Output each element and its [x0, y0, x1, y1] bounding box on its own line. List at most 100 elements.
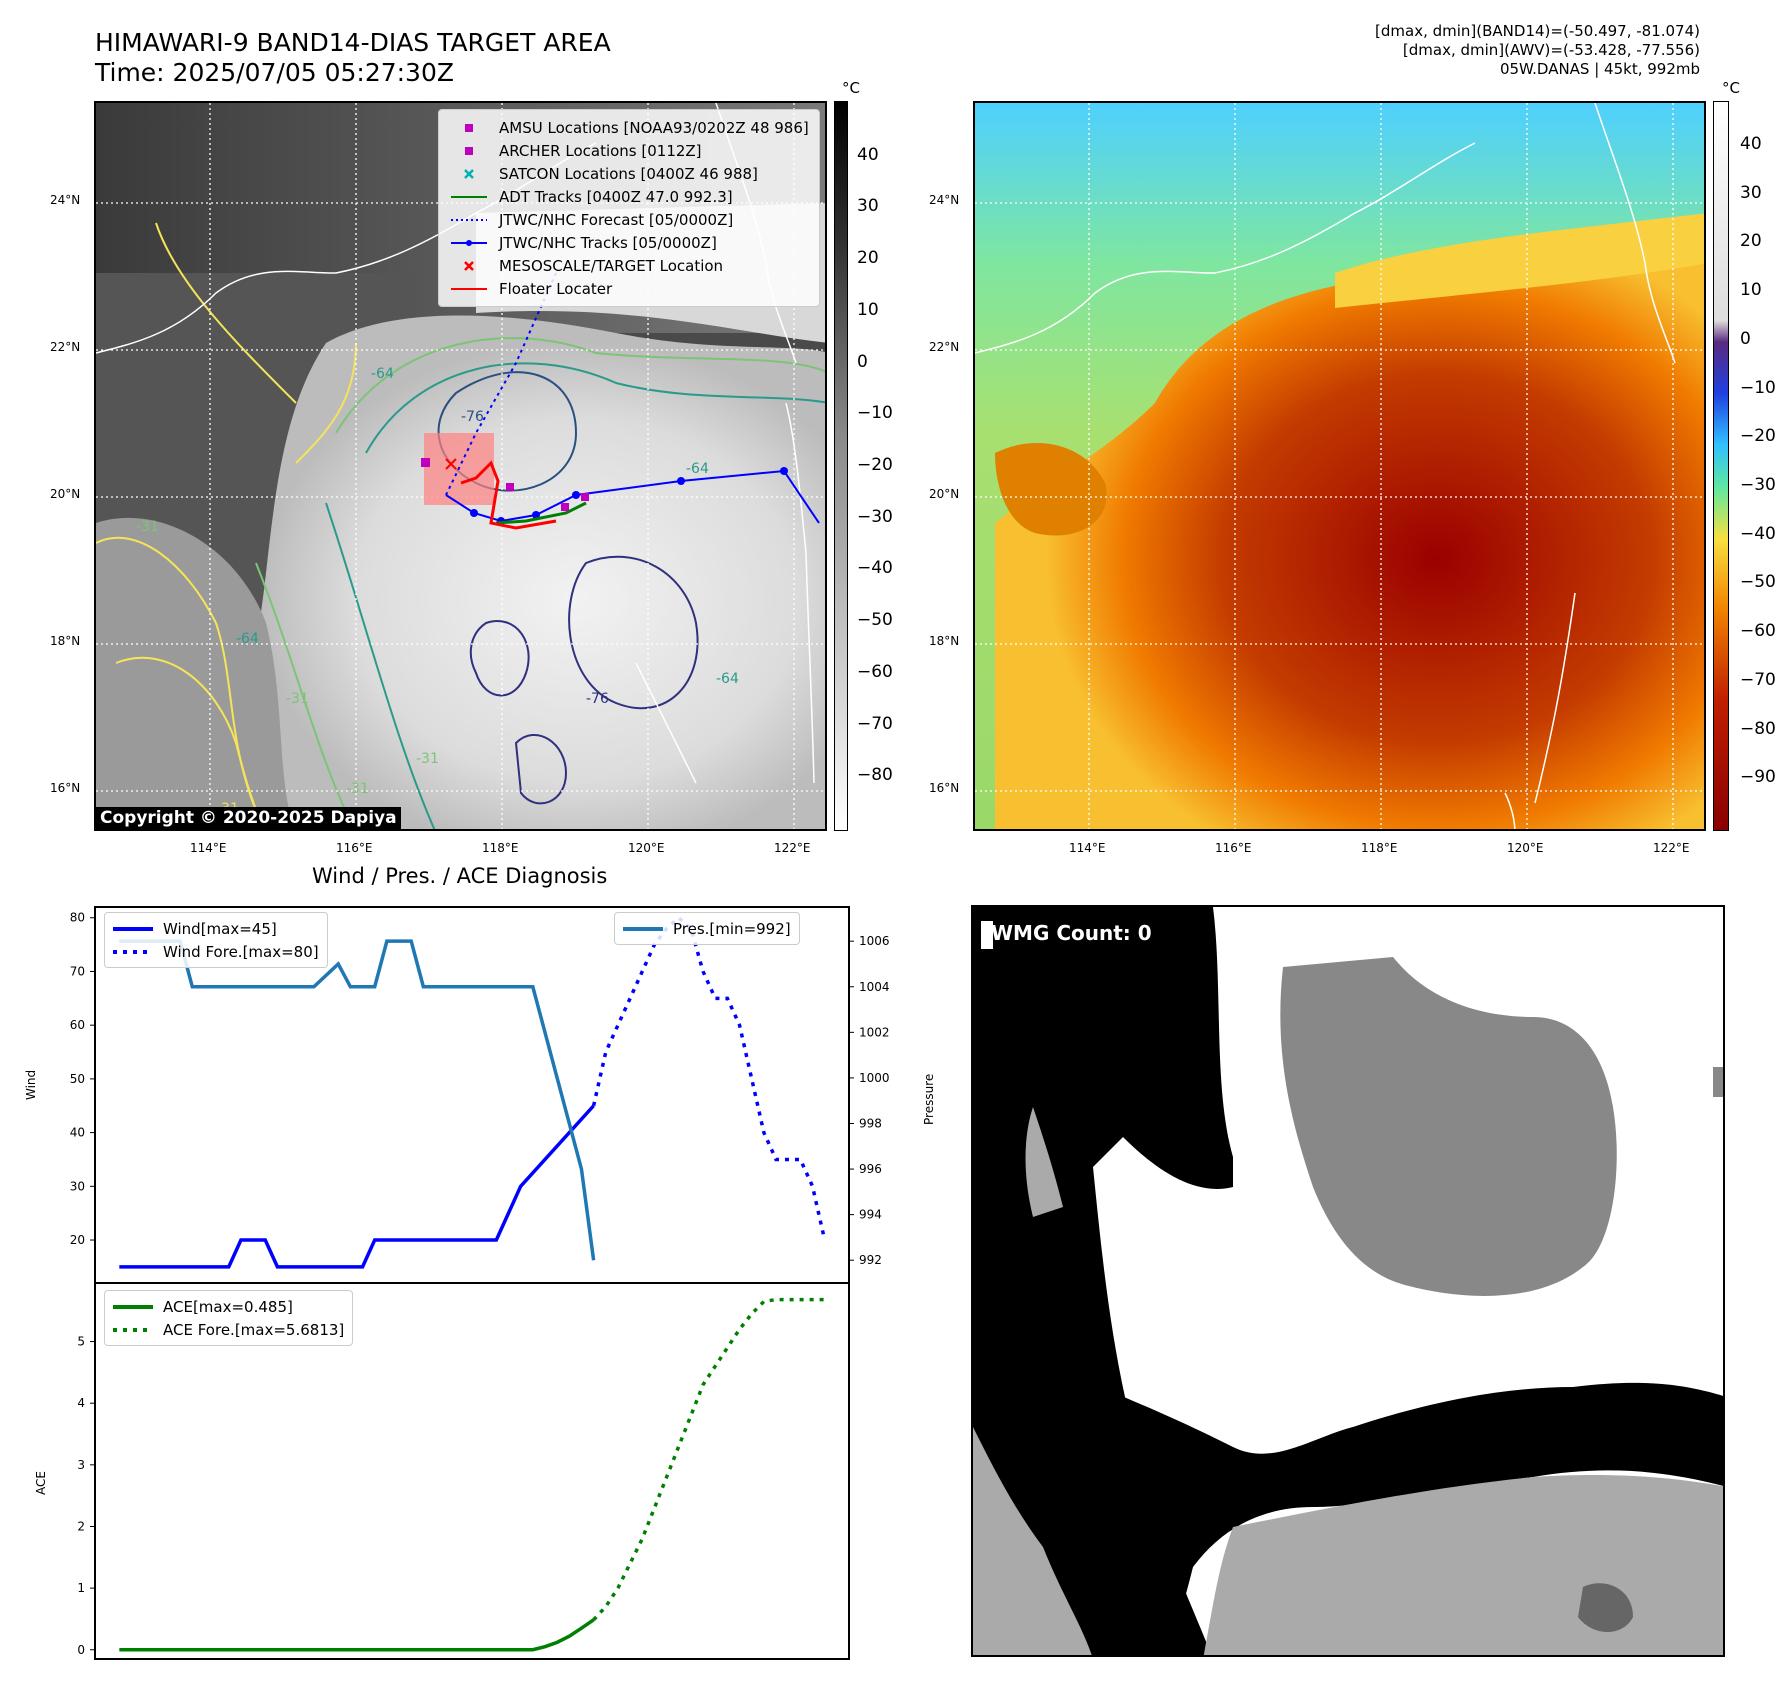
- pressure-tick-label: 1006: [859, 934, 890, 948]
- contour-label: -64: [371, 366, 394, 382]
- legend-label: ARCHER Locations [0112Z]: [499, 141, 702, 160]
- legend-wind-forecast: Wind Fore.[max=80]: [113, 942, 319, 961]
- series-line-wind-forecast: [591, 915, 827, 1241]
- colorbar-tick-label: −40: [1740, 523, 1776, 544]
- legend-entry: ADT Tracks [0400Z 47.0 992.3]: [449, 185, 809, 208]
- colorbar-tick-label: 40: [857, 144, 879, 165]
- legend-symbol: [449, 144, 489, 158]
- legend-symbol: [449, 259, 489, 273]
- lat-tick-label: 20°N: [50, 487, 81, 501]
- contour-label: -31: [136, 519, 159, 535]
- lon-tick-label: 120°E: [1507, 841, 1544, 855]
- wind-pressure-chart: 20 30 40 50 60 70 80 992 994 996 998 1000 1002 1004 10…: [70, 911, 890, 1269]
- legend-label: MESOSCALE/TARGET Location: [499, 256, 724, 275]
- wind-legend: Wind[max=45] Wind Fore.[max=80]: [104, 912, 328, 968]
- wmg-panel: WMG Count: 0: [971, 905, 1725, 1657]
- band14-range: [dmax, dmin](BAND14)=(-50.497, -81.074): [1375, 22, 1700, 40]
- wind-tick-label: 30: [70, 1179, 85, 1193]
- contour-label: -31: [286, 691, 309, 707]
- awv-map-image: [975, 103, 1704, 829]
- colorbar-tick-label: −80: [1740, 718, 1776, 739]
- pressure-tick-label: 1002: [859, 1025, 890, 1039]
- colorbar-tick-label: 30: [1740, 182, 1762, 203]
- wind-tick-label: 80: [70, 911, 85, 925]
- legend-entry: ARCHER Locations [0112Z]: [449, 139, 809, 162]
- legend-symbol: [449, 213, 489, 227]
- colorbar-tick-label: −30: [857, 506, 893, 527]
- contour-label: -64: [236, 631, 259, 647]
- colorbar-tick-label: −60: [1740, 621, 1776, 642]
- lat-tick-label: 22°N: [50, 340, 81, 354]
- colorbar-tick-label: 0: [1740, 328, 1751, 349]
- legend-symbol: [449, 236, 489, 250]
- series-line-ace-forecast: [592, 1297, 825, 1622]
- storm-info: 05W.DANAS | 45kt, 992mb: [1499, 60, 1700, 78]
- legend-wind: Wind[max=45]: [113, 919, 277, 938]
- copyright-label: Copyright © 2020-2025 Dapiya: [96, 807, 401, 829]
- legend-entry: Floater Locater: [449, 277, 809, 300]
- legend-label: AMSU Locations [NOAA93/0202Z 48 986]: [499, 118, 809, 137]
- colorbar-tick-label: 10: [1740, 280, 1762, 301]
- legend-entry: AMSU Locations [NOAA93/0202Z 48 986]: [449, 116, 809, 139]
- series-line-ace: [119, 1618, 595, 1652]
- legend-ace-forecast: ACE Fore.[max=5.6813]: [113, 1320, 345, 1339]
- legend-symbol: [449, 282, 489, 296]
- legend-label: ADT Tracks [0400Z 47.0 992.3]: [499, 187, 733, 206]
- pressure-legend: Pres.[min=992]: [614, 912, 800, 945]
- legend-entry: SATCON Locations [0400Z 46 988]: [449, 162, 809, 185]
- colorbar-tick-label: 40: [1740, 133, 1762, 154]
- ace-tick-label: 0: [77, 1643, 85, 1657]
- wind-tick-label: 20: [70, 1233, 85, 1247]
- lat-tick-label: 18°N: [929, 634, 960, 648]
- lat-tick-label: 24°N: [50, 193, 81, 207]
- wind-tick-label: 50: [70, 1072, 85, 1086]
- pressure-tick-label: 998: [859, 1116, 882, 1130]
- pressure-tick-label: 996: [859, 1162, 882, 1176]
- legend-label: JTWC/NHC Tracks [05/0000Z]: [499, 233, 717, 252]
- legend-entry: MESOSCALE/TARGET Location: [449, 254, 809, 277]
- contour-label: -64: [716, 671, 739, 687]
- ace-chart-frame: [94, 1282, 850, 1660]
- lon-tick-label: 116°E: [336, 841, 373, 855]
- awv-colorbar-unit: °C: [1722, 79, 1740, 97]
- legend-label: Floater Locater: [499, 279, 613, 298]
- ir-colorbar-unit: °C: [842, 79, 860, 97]
- ace-axis-label: ACE: [34, 1471, 48, 1495]
- colorbar-tick-label: −30: [1740, 474, 1776, 495]
- legend-entry: JTWC/NHC Tracks [05/0000Z]: [449, 231, 809, 254]
- lat-tick-label: 22°N: [929, 340, 960, 354]
- colorbar-tick-label: −70: [1740, 669, 1776, 690]
- lon-tick-label: 114°E: [190, 841, 227, 855]
- wmg-marker: [981, 921, 993, 949]
- wind-tick-label: 70: [70, 964, 85, 978]
- colorbar-tick-label: −80: [857, 765, 893, 786]
- main-title: HIMAWARI-9 BAND14-DIAS TARGET AREA: [95, 28, 611, 57]
- lon-tick-label: 118°E: [1361, 841, 1398, 855]
- wmg-image: [973, 907, 1723, 1655]
- wind-tick-label: 60: [70, 1018, 85, 1032]
- colorbar-tick-label: 20: [1740, 231, 1762, 252]
- pressure-tick-label: 1000: [859, 1071, 890, 1085]
- awv-range: [dmax, dmin](AWV)=(-53.428, -77.556): [1402, 41, 1700, 59]
- legend-label: JTWC/NHC Forecast [05/0000Z]: [499, 210, 734, 229]
- ace-legend: ACE[max=0.485] ACE Fore.[max=5.6813]: [104, 1290, 354, 1346]
- ir-colorbar: [834, 101, 848, 831]
- ir-map-legend: AMSU Locations [NOAA93/0202Z 48 986] ARCH…: [438, 109, 820, 307]
- lat-tick-label: 18°N: [50, 634, 81, 648]
- ace-tick-label: 1: [77, 1581, 85, 1595]
- lon-tick-label: 122°E: [774, 841, 811, 855]
- colorbar-tick-label: −10: [1740, 377, 1776, 398]
- lat-tick-label: 24°N: [929, 193, 960, 207]
- pressure-tick-label: 1004: [859, 980, 890, 994]
- legend-ace: ACE[max=0.485]: [113, 1297, 293, 1316]
- ace-tick-label: 3: [77, 1458, 85, 1472]
- awv-colorbar: [1713, 101, 1729, 831]
- diagnosis-title: Wind / Pres. / ACE Diagnosis: [312, 864, 608, 888]
- legend-symbol: [449, 121, 489, 135]
- awv-map-panel: [973, 101, 1706, 831]
- colorbar-tick-label: −20: [1740, 426, 1776, 447]
- pressure-axis-label: Pressure: [922, 1073, 936, 1125]
- lon-tick-label: 116°E: [1215, 841, 1252, 855]
- legend-label: SATCON Locations [0400Z 46 988]: [499, 164, 758, 183]
- lat-tick-label: 16°N: [929, 781, 960, 795]
